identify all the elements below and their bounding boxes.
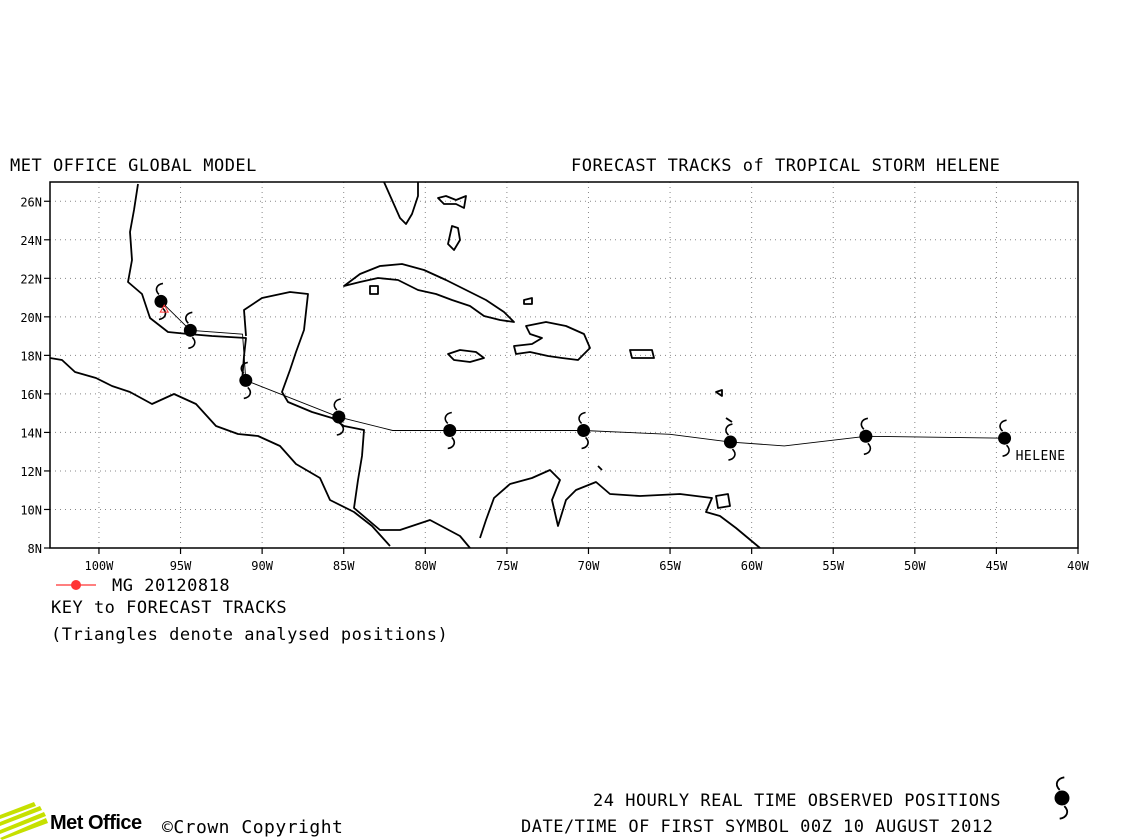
coastlines (49, 181, 761, 549)
lat-tick-label: 10N (20, 503, 42, 517)
lon-tick-label: 40W (1067, 559, 1089, 573)
lat-tick-label: 24N (20, 234, 42, 248)
forecast-analysed-triangle (159, 304, 170, 313)
storm-name-label: HELENE (1016, 449, 1066, 464)
lon-tick-label: 100W (84, 559, 114, 573)
observed-position-marker (998, 419, 1012, 457)
lon-tick-label: 95W (170, 559, 192, 573)
observed-position-marker (577, 411, 591, 450)
lon-tick-label: 70W (578, 559, 600, 573)
observed-position-marker (332, 398, 346, 436)
legend-key-note: (Triangles denote analysed positions) (51, 625, 449, 645)
observed-position-marker (443, 411, 457, 450)
coast-gulf-mexico (127, 183, 247, 383)
lat-tick-label: 18N (20, 349, 42, 363)
island-isle-of-youth (369, 285, 379, 295)
observed-positions-label: 24 HOURLY REAL TIME OBSERVED POSITIONS (593, 791, 1001, 811)
first-symbol-datetime: DATE/TIME OF FIRST SYMBOL 00Z 10 AUGUST … (521, 817, 994, 837)
map-background (50, 182, 1078, 548)
lon-tick-label: 60W (741, 559, 763, 573)
observed-position-marker (859, 417, 873, 456)
legend-series-label: MG 20120818 (112, 576, 231, 596)
coast-florida (383, 181, 419, 225)
forecast-title: FORECAST TRACKS of TROPICAL STORM HELENE (571, 156, 1001, 176)
lon-tick-label: 50W (904, 559, 926, 573)
island-puerto-rico (629, 349, 655, 359)
lon-tick-label: 45W (986, 559, 1008, 573)
lon-tick-label: 90W (251, 559, 273, 573)
lat-tick-label: 20N (20, 311, 42, 325)
island-jamaica (447, 349, 485, 363)
observed-position-marker (239, 361, 253, 400)
island-curacao (597, 465, 603, 471)
observed-position-marker (723, 423, 737, 461)
tracks-layer (154, 282, 1012, 461)
lon-tick-label: 85W (333, 559, 355, 573)
lon-tick-label: 65W (659, 559, 681, 573)
island-cuba (343, 263, 515, 323)
legend-dot (71, 580, 81, 590)
lat-tick-label: 26N (20, 195, 42, 209)
lon-tick-label: 55W (822, 559, 844, 573)
hurricane-symbol-icon (1054, 776, 1070, 820)
island-hispaniola (513, 321, 591, 361)
coast-yucatan (243, 291, 471, 549)
island-andros (447, 225, 461, 251)
lat-tick-label: 12N (20, 465, 42, 479)
lon-tick-label: 80W (414, 559, 436, 573)
observed-position-marker (183, 311, 197, 350)
island-guadeloupe (715, 389, 723, 397)
grid-lines (50, 182, 1079, 549)
lat-tick-label: 14N (20, 426, 42, 440)
model-title: MET OFFICE GLOBAL MODEL (10, 156, 257, 176)
met-office-brand: Met Office (50, 812, 142, 834)
island-bahamas (437, 195, 467, 209)
island-trinidad (715, 493, 731, 509)
island-dominica (725, 417, 733, 423)
coast-south-america (479, 469, 761, 549)
island-turks (523, 297, 533, 305)
lat-tick-label: 8N (28, 542, 42, 556)
coast-pacific (49, 357, 391, 547)
met-office-logo-icon (0, 802, 48, 840)
legend-key-title: KEY to FORECAST TRACKS (51, 598, 288, 618)
lat-tick-label: 22N (20, 272, 42, 286)
map-frame (49, 181, 1079, 549)
axis-labels: 26N 24N 22N 20N 18N 16N 14N 12N 10N 8N 100W 95W 90W 8… (20, 195, 1089, 573)
lat-tick-label: 16N (20, 388, 42, 402)
crown-copyright: ©Crown Copyright (162, 817, 344, 838)
lon-tick-label: 75W (496, 559, 518, 573)
observed-position-marker (1054, 776, 1070, 820)
